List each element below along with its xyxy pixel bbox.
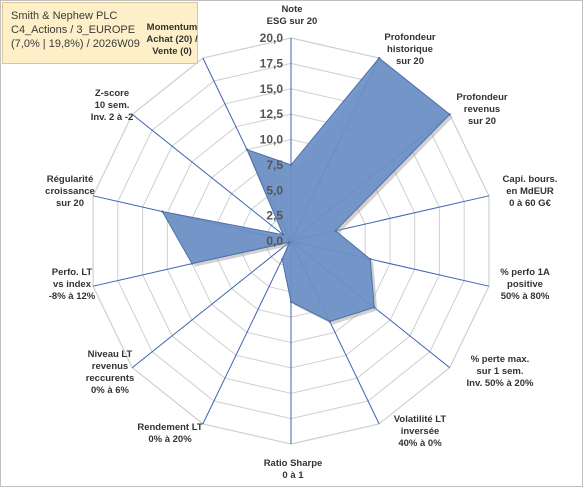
tick-label: 17,5 (260, 56, 284, 70)
axis-label: % perte max. sur 1 sem. Inv. 50% à 20% (467, 354, 534, 389)
axis-spoke (131, 114, 292, 242)
axis-label-line: 0% à 20% (148, 434, 192, 445)
axis-label-line: revenus (464, 104, 500, 115)
company-name: Smith & Nephew PLC (11, 10, 118, 22)
axis-label-line: Z-score (95, 88, 129, 99)
axis-label-line: inversée (401, 426, 440, 437)
data-point (334, 229, 337, 232)
axis-label: Volatilité LT inversée 40% à 0% (394, 414, 447, 449)
axis-label: Profondeur historique sur 20 (384, 32, 435, 67)
axis-label-line: Inv. 50% à 20% (467, 378, 534, 389)
data-point (289, 300, 293, 304)
axis-label-line: historique (387, 44, 433, 55)
axis-label: % perfo 1A positive 50% à 80% (500, 267, 550, 302)
tick-label: 12,5 (260, 107, 284, 121)
radar-tick-labels: 0,0 2,5 5,0 7,5 10,0 12,5 15,0 17,5 20,0 (260, 31, 284, 248)
tick-label: 0,0 (266, 234, 283, 248)
axis-label-line: % perte max. (471, 354, 530, 365)
axis-label-line: 0% à 6% (91, 385, 130, 396)
axis-label: Perfo. LT vs index -8% à 12% (49, 267, 96, 302)
data-point (281, 258, 284, 261)
axis-label-line: -8% à 12% (49, 291, 96, 302)
axis-label-line: 0 à 1 (282, 470, 304, 481)
axis-label-line: reccurents (86, 373, 135, 384)
tick-label: 7,5 (266, 158, 283, 172)
axis-label-line: croissance (45, 186, 95, 197)
data-point (328, 320, 331, 323)
axis-label-line: Capi. bours. (503, 174, 558, 185)
axis-label-line: sur 1 sem. (477, 366, 524, 377)
axis-label-line: Achat (20) / (146, 34, 198, 45)
axis-label-line: Momentum (147, 22, 198, 33)
axis-label: Régularité croissance sur 20 (45, 174, 95, 209)
data-point (369, 257, 372, 261)
tick-label: 10,0 (260, 133, 284, 147)
axis-label-line: Profondeur (384, 32, 435, 43)
axis-label-line: sur 20 (468, 116, 496, 127)
tick-label: 15,0 (260, 82, 284, 96)
data-point (289, 163, 293, 167)
data-point (373, 306, 376, 309)
axis-label-line: revenus (92, 361, 128, 372)
data-point (377, 56, 381, 60)
axis-label-line: 40% à 0% (398, 438, 442, 449)
axis-label: Ratio Sharpe 0 à 1 (264, 458, 323, 481)
axis-label-line: Profondeur (456, 92, 507, 103)
axis-label-line: Inv. 2 à -2 (91, 112, 134, 123)
axis-label-line: Volatilité LT (394, 414, 447, 425)
tick-label: 20,0 (260, 31, 284, 45)
data-point (245, 148, 249, 151)
portfolio-label: C4_Actions / 3_EUROPE (11, 24, 136, 36)
axis-label-line: 50% à 80% (501, 291, 550, 302)
radar-series (161, 56, 453, 325)
axis-label: Niveau LT revenus reccurents 0% à 6% (86, 349, 135, 396)
data-point (190, 262, 194, 265)
axis-label-line: 10 sem. (95, 100, 130, 111)
axis-label-line: Perfo. LT (52, 267, 93, 278)
axis-label-line: en MdEUR (506, 186, 554, 197)
axis-label: Note ESG sur 20 (267, 4, 318, 27)
axis-label-line: sur 20 (56, 198, 84, 209)
axis-spoke (131, 240, 292, 368)
axis-label: Momentum Achat (20) / Vente (0) (146, 22, 198, 57)
data-point (448, 113, 451, 116)
axis-label-line: Rendement LT (137, 422, 202, 433)
axis-label-line: vs index (53, 279, 92, 290)
axis-label-line: Vente (0) (152, 46, 192, 57)
axis-label-line: Niveau LT (88, 349, 133, 360)
tick-label: 2,5 (266, 209, 283, 223)
axis-label-line: Ratio Sharpe (264, 458, 323, 469)
axis-label: Z-score 10 sem. Inv. 2 à -2 (91, 88, 134, 123)
axis-label-line: 0 à 60 G€ (509, 198, 551, 209)
axis-label-line: positive (507, 279, 543, 290)
axis-label-line: Régularité (47, 174, 93, 185)
axis-label: Rendement LT 0% à 20% (137, 422, 202, 445)
axis-label-line: % perfo 1A (500, 267, 550, 278)
data-point (288, 241, 291, 244)
axis-label: Capi. bours. en MdEUR 0 à 60 G€ (503, 174, 558, 209)
tick-label: 5,0 (266, 183, 283, 197)
axis-label: Profondeur revenus sur 20 (456, 92, 507, 127)
info-box: Smith & Nephew PLC C4_Actions / 3_EUROPE… (2, 2, 198, 64)
axis-label-line: sur 20 (396, 56, 424, 67)
data-point (281, 233, 285, 236)
axis-spoke (202, 240, 292, 425)
period-label: (7,0% | 19,8%) / 2026W09 (11, 38, 140, 50)
axis-label-line: Note (281, 4, 302, 15)
axis-label-line: ESG sur 20 (267, 16, 318, 27)
data-point (161, 210, 164, 213)
